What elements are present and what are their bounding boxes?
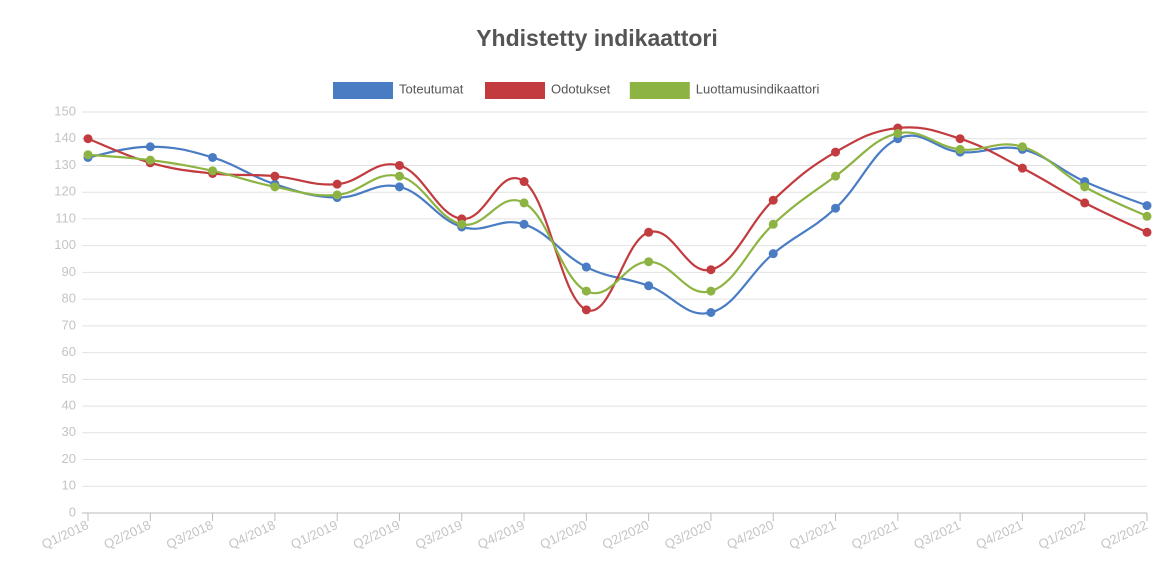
y-tick-label: 130: [54, 157, 76, 172]
y-tick-label: 40: [62, 398, 76, 413]
data-point: [831, 203, 841, 213]
x-tick-label: Q2/2020: [600, 517, 652, 552]
data-point: [831, 171, 841, 181]
data-point: [394, 182, 404, 192]
data-point: [768, 195, 778, 205]
data-point: [706, 265, 716, 275]
data-point: [644, 227, 654, 237]
y-tick-label: 90: [62, 264, 76, 279]
x-tick-label: Q4/2019: [475, 517, 527, 552]
chart-title: Yhdistetty indikaattori: [476, 25, 718, 51]
data-point: [644, 257, 654, 267]
y-tick-label: 0: [69, 504, 76, 519]
data-point: [394, 160, 404, 170]
y-tick-label: 80: [62, 291, 76, 306]
data-point: [332, 190, 342, 200]
x-tick-label: Q4/2018: [226, 517, 278, 552]
data-point: [581, 286, 591, 296]
y-tick-label: 110: [55, 210, 76, 225]
data-point: [145, 142, 155, 152]
y-tick-label: 140: [54, 130, 76, 145]
data-point: [955, 134, 965, 144]
data-point: [208, 152, 218, 162]
data-point: [768, 249, 778, 259]
data-point: [519, 219, 529, 229]
series-line: [87, 134, 1148, 315]
data-point: [83, 134, 93, 144]
legend-swatch: [333, 82, 393, 99]
data-point: [1017, 142, 1027, 152]
data-point: [1142, 201, 1152, 211]
x-tick-label: Q2/2018: [101, 517, 153, 552]
x-tick-label: Q2/2021: [849, 517, 901, 552]
x-tick-label: Q2/2019: [351, 517, 403, 552]
data-point: [893, 128, 903, 138]
y-tick-label: 20: [62, 451, 76, 466]
data-point: [706, 308, 716, 317]
data-point: [644, 281, 654, 291]
series-line: [87, 131, 1148, 295]
x-tick-label: Q3/2020: [662, 517, 714, 552]
y-tick-label: 50: [62, 371, 76, 386]
legend-label: Luottamusindikaattori: [696, 81, 820, 96]
x-tick-label: Q4/2021: [974, 517, 1026, 552]
data-point: [581, 262, 591, 272]
x-tick-label: Q4/2020: [724, 517, 776, 552]
data-point: [270, 171, 280, 181]
data-point: [519, 177, 529, 187]
y-tick-label: 10: [62, 478, 76, 493]
y-tick-label: 150: [54, 103, 76, 118]
data-point: [332, 179, 342, 189]
data-point: [831, 147, 841, 157]
data-point: [394, 171, 404, 181]
y-tick-label: 120: [54, 184, 76, 199]
data-point: [1142, 227, 1152, 237]
data-point: [768, 219, 778, 229]
y-tick-label: 60: [62, 344, 76, 359]
legend-label: Toteutumat: [399, 81, 464, 96]
y-tick-label: 100: [54, 237, 76, 252]
y-tick-label: 70: [62, 317, 76, 332]
data-point: [706, 286, 716, 296]
data-point: [1017, 163, 1027, 173]
x-tick-label: Q1/2021: [787, 517, 839, 552]
data-point: [955, 144, 965, 154]
data-point: [519, 198, 529, 208]
data-point: [83, 150, 93, 160]
legend-label: Odotukset: [551, 81, 611, 96]
x-tick-label: Q1/2019: [288, 517, 340, 552]
data-point: [145, 155, 155, 165]
data-point: [581, 305, 591, 315]
legend-swatch: [629, 82, 690, 99]
x-tick-label: Q3/2018: [164, 517, 216, 552]
y-tick-label: 30: [62, 424, 76, 439]
x-tick-label: Q1/2022: [1036, 517, 1088, 552]
x-tick-label: Q3/2019: [413, 517, 465, 552]
legend-swatch: [485, 82, 545, 99]
x-tick-label: Q3/2021: [911, 517, 963, 552]
data-point: [457, 219, 467, 229]
data-point: [208, 166, 218, 176]
data-point: [1142, 211, 1152, 221]
data-point: [1080, 198, 1090, 208]
data-point: [1080, 182, 1090, 192]
x-tick-label: Q1/2018: [39, 517, 91, 552]
x-tick-label: Q2/2022: [1098, 517, 1150, 552]
x-tick-label: Q1/2020: [538, 517, 590, 552]
data-point: [270, 182, 280, 192]
